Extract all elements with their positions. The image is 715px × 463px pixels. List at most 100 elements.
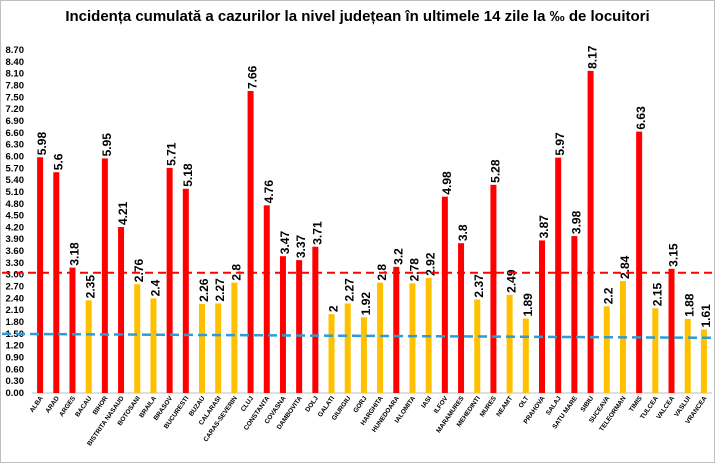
data-label: 5.6 [51, 153, 65, 170]
bar [636, 131, 643, 393]
data-label: 2 [327, 305, 341, 312]
data-label: 1.61 [699, 304, 713, 328]
data-label: 5.18 [181, 163, 195, 187]
data-label: 7.66 [246, 65, 260, 89]
bar [215, 303, 222, 393]
data-label: 2.78 [407, 258, 421, 282]
bar [474, 299, 481, 393]
y-tick-label: 0.30 [6, 376, 25, 387]
data-label: 3.47 [278, 231, 292, 255]
bar [393, 266, 400, 393]
data-label: 2.2 [602, 287, 616, 304]
data-label: 2.27 [343, 278, 357, 302]
data-label: 5.71 [165, 142, 179, 166]
x-tick-label: BACAU [74, 395, 93, 418]
y-tick-label: 8.40 [6, 57, 25, 68]
bar [53, 172, 60, 393]
data-label: 2.84 [618, 255, 632, 279]
y-tick-label: 3.90 [6, 234, 25, 245]
x-tick-label: CLUJ [240, 395, 256, 413]
bar [296, 260, 303, 393]
x-tick-label: GORJ [352, 395, 369, 414]
y-tick-label: 4.20 [6, 222, 25, 233]
data-label: 1.89 [521, 293, 535, 317]
bar [377, 282, 384, 393]
data-label: 5.98 [35, 132, 49, 156]
x-tick-label: TIMIS [628, 395, 644, 414]
data-label: 2.49 [505, 269, 519, 293]
bar [571, 236, 578, 393]
x-tick-label: SIBIU [580, 395, 596, 413]
bar [409, 283, 416, 393]
y-tick-label: 5.40 [6, 175, 25, 186]
y-tick-label: 3.30 [6, 258, 25, 269]
bar [69, 267, 76, 393]
chart-title: Incidența cumulată a cazurilor la nivel … [65, 8, 650, 25]
data-label: 4.98 [440, 171, 454, 195]
data-label: 5.95 [100, 133, 114, 157]
bar [279, 256, 286, 393]
y-tick-label: 6.30 [6, 140, 25, 151]
data-label: 2.15 [650, 283, 664, 307]
bar [603, 306, 610, 393]
data-label: 3.8 [456, 224, 470, 241]
y-tick-label: 1.20 [6, 341, 25, 352]
bar [263, 205, 270, 393]
y-tick-label: 4.80 [6, 199, 25, 210]
bar [587, 70, 594, 394]
data-label: 2.27 [213, 278, 227, 302]
bar [458, 243, 465, 393]
bar [328, 314, 335, 393]
data-label: 3.71 [310, 221, 324, 245]
bar [522, 318, 529, 393]
y-tick-label: 7.50 [6, 92, 25, 103]
x-tick-label: ARAD [44, 395, 61, 415]
data-label: 2.26 [197, 278, 211, 302]
y-tick-label: 1.50 [6, 329, 25, 340]
y-tick-label: 2.10 [6, 305, 25, 316]
bar [37, 157, 44, 393]
data-label: 8.17 [586, 45, 600, 69]
bar [344, 303, 351, 393]
bar [85, 300, 92, 393]
data-label: 2.76 [132, 259, 146, 283]
bar [150, 298, 157, 393]
blue-threshold-line [1, 332, 713, 340]
y-tick-label: 1.80 [6, 317, 25, 328]
bar [700, 329, 707, 393]
bar [312, 246, 319, 393]
data-label: 3.2 [391, 248, 405, 265]
data-label: 2.92 [424, 252, 438, 276]
data-label: 6.63 [634, 106, 648, 130]
y-tick-label: 3.00 [6, 270, 25, 281]
data-label: 5.28 [488, 159, 502, 183]
y-tick-label: 2.40 [6, 293, 25, 304]
y-tick-label: 6.60 [6, 128, 25, 139]
data-label: 4.21 [116, 201, 130, 225]
data-label: 2.4 [148, 279, 162, 296]
bar [247, 91, 254, 394]
bar [684, 318, 691, 393]
data-label: 2.35 [84, 275, 98, 299]
data-label: 2.37 [472, 274, 486, 298]
x-tick-label: NEAMT [495, 395, 514, 418]
y-tick-label: 7.80 [6, 80, 25, 91]
bar [441, 196, 448, 393]
data-label: 5.97 [553, 132, 567, 156]
y-tick-label: 0.60 [6, 364, 25, 375]
x-tick-label: IASI [420, 395, 433, 410]
y-tick-label: 6.90 [6, 116, 25, 127]
bar [652, 308, 659, 393]
bar [231, 282, 238, 393]
bar [134, 284, 141, 393]
data-label: 1.88 [683, 293, 697, 317]
bar [668, 268, 675, 393]
bar [490, 184, 497, 393]
bar [118, 227, 125, 393]
x-tick-label: OLT [518, 395, 531, 409]
y-tick-label: 4.50 [6, 211, 25, 222]
y-tick-label: 0.90 [6, 353, 25, 364]
bar [506, 294, 513, 393]
data-label: 3.18 [67, 242, 81, 266]
